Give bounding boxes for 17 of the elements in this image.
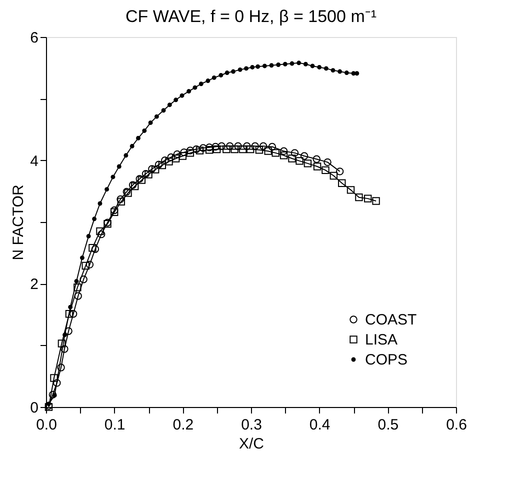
x-tick-label: 0.5	[378, 416, 399, 434]
y-tick-label: 6	[30, 30, 38, 46]
x-tick-label: 0.0	[36, 416, 57, 434]
x-tick-label: 0.1	[104, 416, 126, 434]
x-tick-label: 0.2	[172, 416, 194, 434]
x-axis-title: X/C	[238, 436, 264, 452]
x-tick-label: 0.4	[309, 416, 330, 434]
x-tick-label: 0.3	[241, 416, 262, 434]
legend-label: COPS	[365, 352, 408, 368]
chart-title: CF WAVE, f = 0 Hz, β = 1500 m⁻¹	[125, 7, 377, 26]
x-tick-label: 0.6	[446, 416, 467, 434]
y-tick-label: 4	[30, 152, 38, 170]
legend-label: COAST	[365, 312, 417, 328]
y-tick-label: 0	[30, 400, 38, 416]
y-tick-label: 2	[30, 276, 38, 294]
legend-label: LISA	[365, 332, 398, 348]
y-axis-title: N FACTOR	[10, 184, 28, 260]
